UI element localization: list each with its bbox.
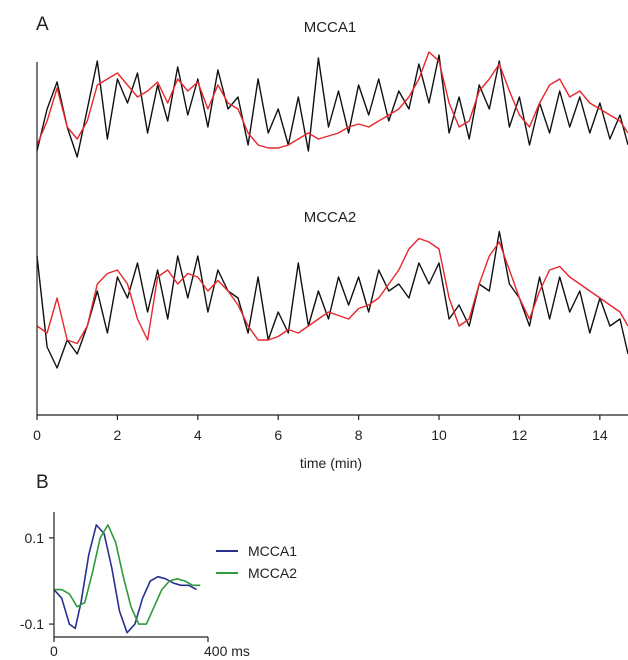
trace-mcca2-0: [36, 230, 628, 369]
panel-a-x-axis-label: time (min): [300, 455, 362, 471]
x-tick-label: 10: [431, 427, 447, 443]
trace-mcca1-1: [36, 51, 628, 149]
x-tick-label: 12: [512, 427, 528, 443]
panel-b-traces: [53, 524, 201, 634]
y-tick-label: -0.1: [20, 616, 44, 632]
x-tick-label: 6: [274, 427, 282, 443]
legend-label-mcca1: MCCA1: [248, 543, 297, 559]
subplot-title-mcca1: MCCA1: [304, 19, 357, 36]
panel-b-ticks: 0.1 -0.1 0 400 ms: [20, 530, 250, 659]
panel-a-traces: [36, 51, 628, 369]
panel-a-x-ticks: 0 2 4 6 8 10 12 14: [33, 415, 608, 443]
trace-mcca2-1: [36, 237, 628, 345]
trace-mcca1-0: [36, 54, 628, 158]
x-tick-label: 2: [114, 427, 122, 443]
x-tick-label: 8: [355, 427, 363, 443]
x-tick-label: 0: [50, 643, 58, 659]
trace-mcca2: [54, 524, 201, 625]
x-tick-label: 14: [592, 427, 608, 443]
x-tick-label: 400 ms: [204, 643, 250, 659]
y-tick-label: 0.1: [25, 530, 45, 546]
x-tick-label: 4: [194, 427, 202, 443]
subplot-title-mcca2: MCCA2: [304, 209, 357, 226]
panel-a-label: A: [36, 14, 49, 35]
trace-mcca1: [53, 524, 197, 634]
panel-b-label: B: [36, 472, 49, 493]
legend-label-mcca2: MCCA2: [248, 565, 297, 581]
x-tick-label: 0: [33, 427, 41, 443]
panel-b-legend: MCCA1 MCCA2: [216, 543, 297, 581]
